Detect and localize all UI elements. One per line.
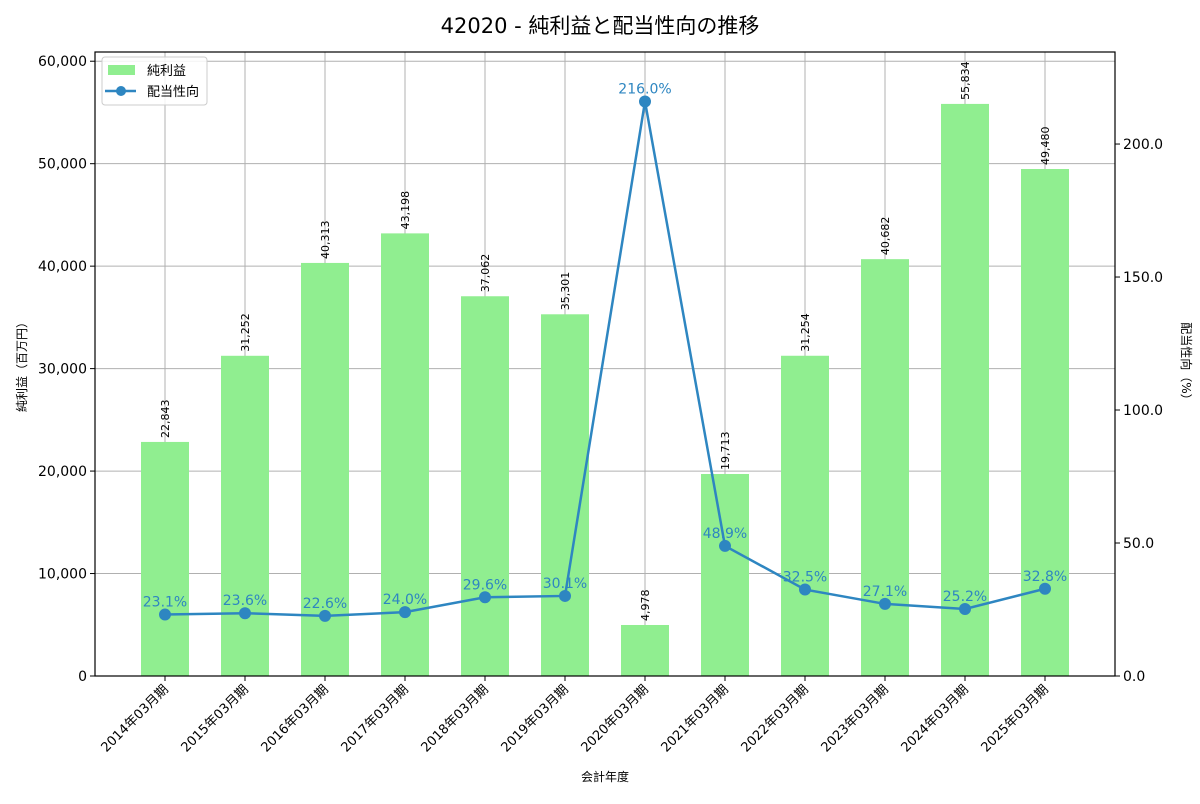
bar-value-label: 49,480 — [1039, 127, 1052, 166]
bar-value-label: 19,713 — [719, 432, 732, 471]
x-tick-label: 2021年03月期 — [659, 682, 732, 755]
x-tick-label: 2022年03月期 — [739, 682, 812, 755]
legend: 純利益 配当性向 — [101, 56, 208, 106]
x-tick-label: 2015年03月期 — [179, 682, 252, 755]
bar — [221, 355, 269, 676]
data-point — [799, 583, 811, 596]
y-axis-label: 純利益（百万円） — [15, 316, 29, 412]
payout-value-label: 30.1% — [543, 576, 587, 592]
x-tick-label: 2017年03月期 — [339, 682, 412, 755]
legend-marker-payout — [116, 86, 126, 96]
payout-value-label: 32.8% — [1023, 569, 1067, 585]
bar-value-label: 40,682 — [879, 217, 892, 256]
legend-label-net-income: 純利益 — [147, 64, 186, 79]
x-tick-label: 2023年03月期 — [819, 682, 892, 755]
payout-value-label: 27.1% — [863, 584, 907, 600]
y-tick-label: 60,000 — [38, 54, 87, 70]
payout-value-label: 48.9% — [703, 526, 747, 542]
data-point — [159, 608, 171, 621]
payout-ratio-line — [164, 101, 1046, 618]
legend-swatch-net-income — [108, 65, 135, 75]
data-point — [719, 539, 731, 552]
bar — [141, 441, 189, 676]
payout-value-label: 32.5% — [783, 570, 827, 586]
y-tick-label: 30,000 — [38, 362, 87, 378]
payout-value-label: 22.6% — [303, 596, 347, 612]
data-point — [239, 607, 251, 620]
y-tick-label: 10,000 — [38, 567, 87, 583]
y2-axis-label: 配当性向（%） — [1179, 322, 1194, 405]
bar-value-label: 43,198 — [399, 191, 412, 230]
x-tick-label: 2019年03月期 — [499, 682, 572, 755]
bar-value-label: 4,978 — [639, 589, 652, 621]
plot-frame — [94, 51, 1116, 677]
bar-value-label: 22,843 — [159, 399, 172, 438]
payout-value-label: 23.6% — [223, 593, 267, 609]
data-point — [959, 602, 971, 615]
bar-value-label: 40,313 — [319, 220, 332, 259]
data-point — [879, 597, 891, 610]
y2-tick-label: 0.0 — [1123, 669, 1145, 685]
data-point — [399, 606, 411, 619]
bar — [621, 624, 669, 676]
bar-value-label: 55,834 — [959, 61, 972, 100]
x-tick-label: 2025年03月期 — [979, 682, 1052, 755]
bar — [941, 103, 989, 677]
bar — [301, 262, 349, 676]
data-point — [319, 609, 331, 622]
x-axis-label: 会計年度 — [581, 769, 629, 784]
payout-value-label: 25.2% — [943, 589, 987, 605]
y-tick-label: 0 — [78, 669, 87, 685]
bar-value-label: 37,062 — [479, 254, 492, 293]
legend-label-payout: 配当性向 — [147, 84, 199, 100]
payout-value-label: 23.1% — [143, 595, 187, 611]
bar — [461, 296, 509, 676]
x-tick-label: 2016年03月期 — [259, 682, 332, 755]
y-tick-label: 50,000 — [38, 157, 87, 173]
bar — [381, 233, 429, 676]
y2-tick-label: 50.0 — [1123, 536, 1154, 552]
payout-value-label: 29.6% — [463, 577, 507, 593]
payout-value-label: 216.0% — [618, 81, 671, 97]
y2-tick-label: 150.0 — [1123, 270, 1163, 286]
x-tick-label: 2020年03月期 — [579, 682, 652, 755]
data-point — [1039, 582, 1051, 595]
payout-value-label: 24.0% — [383, 592, 427, 608]
data-point — [639, 95, 651, 108]
bar-value-label: 31,252 — [239, 313, 252, 352]
y2-tick-label: 100.0 — [1123, 403, 1163, 419]
y-tick-label: 20,000 — [38, 464, 87, 480]
y2-tick-label: 200.0 — [1123, 137, 1163, 153]
data-point — [559, 589, 571, 602]
x-tick-label: 2014年03月期 — [99, 682, 172, 755]
bar — [701, 474, 749, 676]
bar — [1021, 169, 1069, 676]
bar-value-label: 35,301 — [559, 272, 572, 311]
y-tick-label: 40,000 — [38, 259, 87, 275]
x-tick-label: 2024年03月期 — [899, 682, 972, 755]
chart-title: 42020 - 純利益と配当性向の推移 — [441, 14, 760, 38]
x-tick-label: 2018年03月期 — [419, 682, 492, 755]
bar — [781, 355, 829, 676]
bar — [861, 259, 909, 676]
bar-value-label: 31,254 — [799, 313, 812, 352]
data-point — [479, 591, 491, 604]
